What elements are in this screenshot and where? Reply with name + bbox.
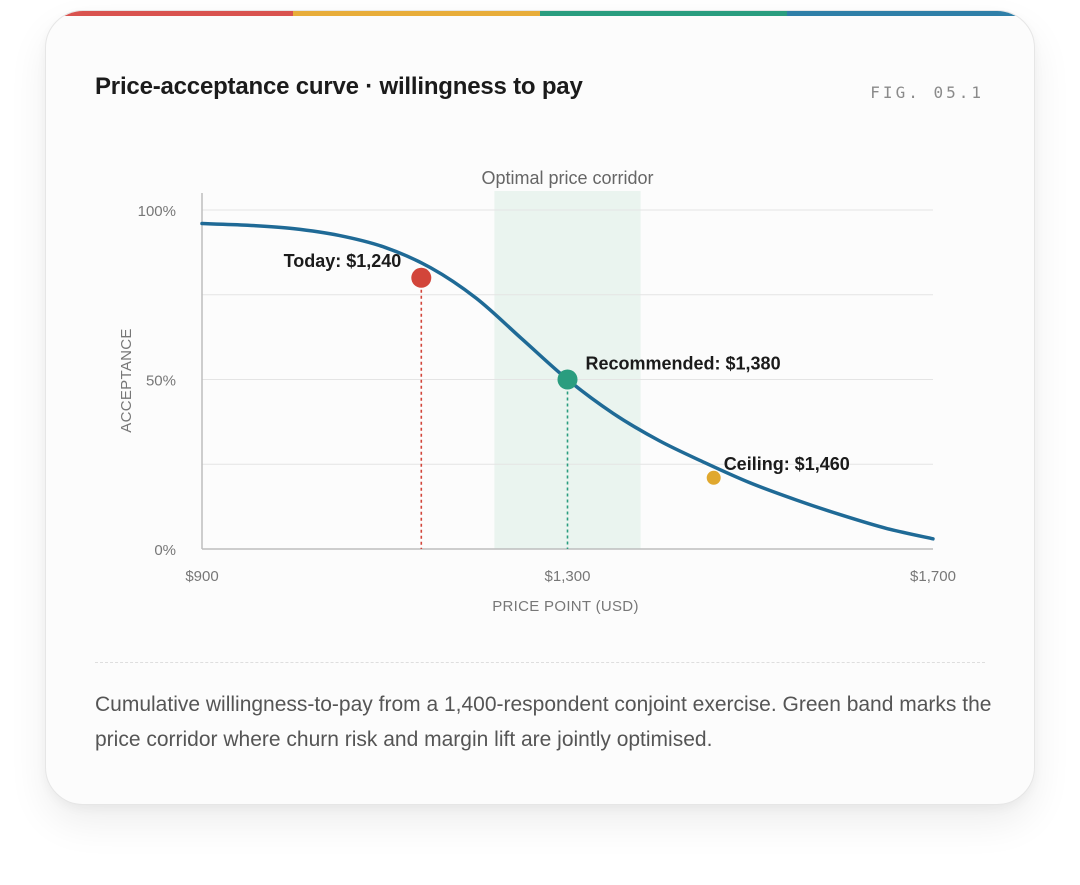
y-tick-label: 50% xyxy=(146,373,176,390)
recommended-marker xyxy=(557,369,578,390)
today-marker xyxy=(411,267,432,288)
stripe-segment-yellow xyxy=(293,11,540,16)
price-acceptance-chart: Optimal price corridor 0% 50% 100% $900 $1,30… xyxy=(118,168,956,615)
ceiling-marker xyxy=(706,470,721,485)
corridor-label: Optimal price corridor xyxy=(481,168,653,188)
y-axis-title: ACCEPTANCE xyxy=(118,328,135,432)
divider xyxy=(95,662,985,663)
color-stripe xyxy=(46,11,1034,16)
x-tick-label: $1,300 xyxy=(545,568,591,585)
stripe-segment-blue xyxy=(787,11,1034,16)
chart-caption: Cumulative willingness-to-pay from a 1,4… xyxy=(95,693,992,751)
chart-title: Price-acceptance curve · willingness to … xyxy=(95,73,583,100)
chart-card: Price-acceptance curve · willingness to … xyxy=(45,10,1035,805)
y-tick-label: 100% xyxy=(138,203,176,220)
x-tick-label: $1,700 xyxy=(910,568,956,585)
x-tick-label: $900 xyxy=(185,568,218,585)
today-label: Today: $1,240 xyxy=(284,251,402,271)
figure-label: FIG. 05.1 xyxy=(870,83,984,102)
y-tick-label: 0% xyxy=(154,542,176,559)
stripe-segment-red xyxy=(46,11,293,16)
ceiling-label: Ceiling: $1,460 xyxy=(724,454,850,474)
recommended-label: Recommended: $1,380 xyxy=(586,354,781,374)
x-axis-title: PRICE POINT (USD) xyxy=(492,598,639,615)
stripe-segment-green xyxy=(540,11,787,16)
